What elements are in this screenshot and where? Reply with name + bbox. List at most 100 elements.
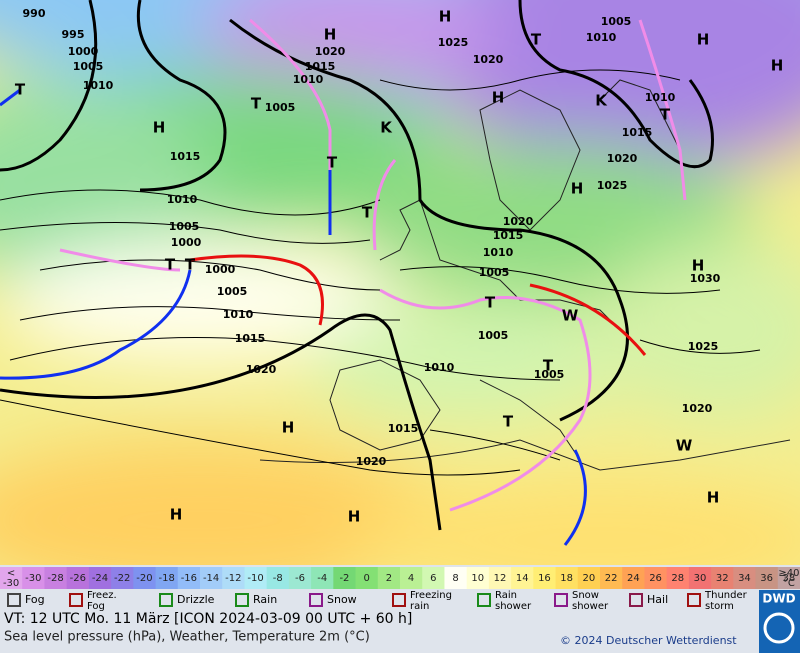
scale-cell — [44, 567, 68, 589]
legend-icon — [477, 593, 491, 607]
valid-time: VT: 12 UTC Mo. 11 März [ICON 2024-03-09 … — [4, 611, 412, 627]
fronts — [0, 18, 687, 546]
legend-label: Rain — [495, 590, 517, 601]
scale-label: 32 — [716, 573, 729, 584]
map-label: H — [707, 489, 720, 507]
map-label: H — [282, 419, 295, 437]
map-label: H — [771, 57, 784, 75]
map-label: 1010 — [586, 31, 617, 44]
scale-label: -4 — [317, 573, 327, 584]
map-label: T — [251, 95, 262, 113]
description: Sea level pressure (hPa), Weather, Tempe… — [4, 630, 370, 645]
scale-cell — [333, 567, 357, 589]
map-label: 1015 — [388, 422, 419, 435]
legend-label: Snow — [327, 593, 357, 606]
scale-cell — [133, 567, 157, 589]
scale-cell — [22, 567, 45, 589]
scale-label: 18 — [560, 573, 573, 584]
scale-label: -6 — [295, 573, 305, 584]
map-label: 995 — [62, 28, 85, 41]
map-label: 1000 — [68, 45, 99, 58]
scale-label: 34 — [738, 573, 751, 584]
scale-cell — [666, 567, 690, 589]
legend-label: Thunder — [704, 590, 748, 601]
legend-label: storm — [705, 601, 734, 612]
scale-cell — [511, 567, 534, 589]
legend-label: rain — [410, 601, 429, 612]
map-label: T — [531, 31, 542, 49]
scale-cell — [533, 567, 557, 589]
map-label: 1020 — [246, 363, 277, 376]
map-label: H — [170, 506, 183, 524]
map-label: T — [165, 256, 176, 274]
map-label: 1020 — [473, 53, 504, 66]
map-label: T — [362, 204, 373, 222]
legend-icon — [69, 593, 83, 607]
scale-cell — [288, 567, 312, 589]
scale-label: -30 — [25, 573, 41, 584]
scale-label: 28 — [671, 573, 684, 584]
isobars — [0, 69, 761, 476]
scale-cell — [555, 567, 579, 589]
scale-label: 0 — [363, 573, 369, 584]
map-label: 1020 — [315, 45, 346, 58]
legend-icon — [309, 593, 323, 607]
scale-label: -22 — [114, 573, 130, 584]
legend-icon — [392, 593, 406, 607]
scale-label: 8 — [452, 573, 458, 584]
scale-cell — [400, 567, 423, 589]
map-label: 1005 — [73, 60, 104, 73]
legend-label: Rain — [253, 593, 277, 606]
scale-label: 22 — [605, 573, 618, 584]
legend-label: Freezing — [410, 590, 452, 601]
map-label: H — [348, 508, 361, 526]
scale-cell — [600, 567, 623, 589]
legend-label: Hail — [647, 593, 668, 606]
scale-cell — [155, 567, 179, 589]
map-label: 1030 — [690, 272, 721, 285]
scale-cell — [311, 567, 334, 589]
scale-cell — [355, 567, 379, 589]
scale-cell — [644, 567, 668, 589]
map-label: 1010 — [293, 73, 324, 86]
scale-cell — [488, 567, 512, 589]
map-label: 1015 — [622, 126, 653, 139]
scale-label: -28 — [47, 573, 63, 584]
scale-label: -8 — [273, 573, 283, 584]
scale-cell — [266, 567, 290, 589]
scale-cell — [244, 567, 268, 589]
map-label: K — [380, 119, 393, 137]
legend-label: Snow — [572, 590, 599, 601]
map-label: T — [503, 413, 514, 431]
map-area: 9909951000100510101015101010051000100010… — [0, 0, 800, 565]
scale-label: 6 — [430, 573, 436, 584]
scale-label: -24 — [92, 573, 108, 584]
scale-label: 30 — [694, 573, 707, 584]
map-label: H — [439, 8, 452, 26]
map-labels: 9909951000100510101015101010051000100010… — [15, 7, 783, 526]
map-label: 1010 — [424, 361, 455, 374]
scale-cell — [111, 567, 134, 589]
scale-cell — [466, 567, 490, 589]
map-label: 1025 — [597, 179, 628, 192]
scale-label: 16 — [538, 573, 551, 584]
copyright: © 2024 Deutscher Wetterdienst — [560, 634, 737, 647]
scale-label: -10 — [247, 573, 263, 584]
map-label: 1005 — [601, 15, 632, 28]
map-label: T — [485, 294, 496, 312]
scale-label: -14 — [203, 573, 219, 584]
legend-label: shower — [495, 601, 532, 612]
scale-cell — [222, 567, 245, 589]
map-label: 1000 — [205, 263, 236, 276]
map-label: 1015 — [305, 60, 336, 73]
legend-icon — [235, 593, 249, 607]
legend-icon — [7, 593, 21, 607]
scale-label: 36 — [760, 573, 773, 584]
scale-cell — [66, 567, 90, 589]
scale-label: -26 — [70, 573, 86, 584]
scale-label: 14 — [516, 573, 529, 584]
map-label: 1015 — [170, 150, 201, 163]
map-label: T — [327, 154, 338, 172]
